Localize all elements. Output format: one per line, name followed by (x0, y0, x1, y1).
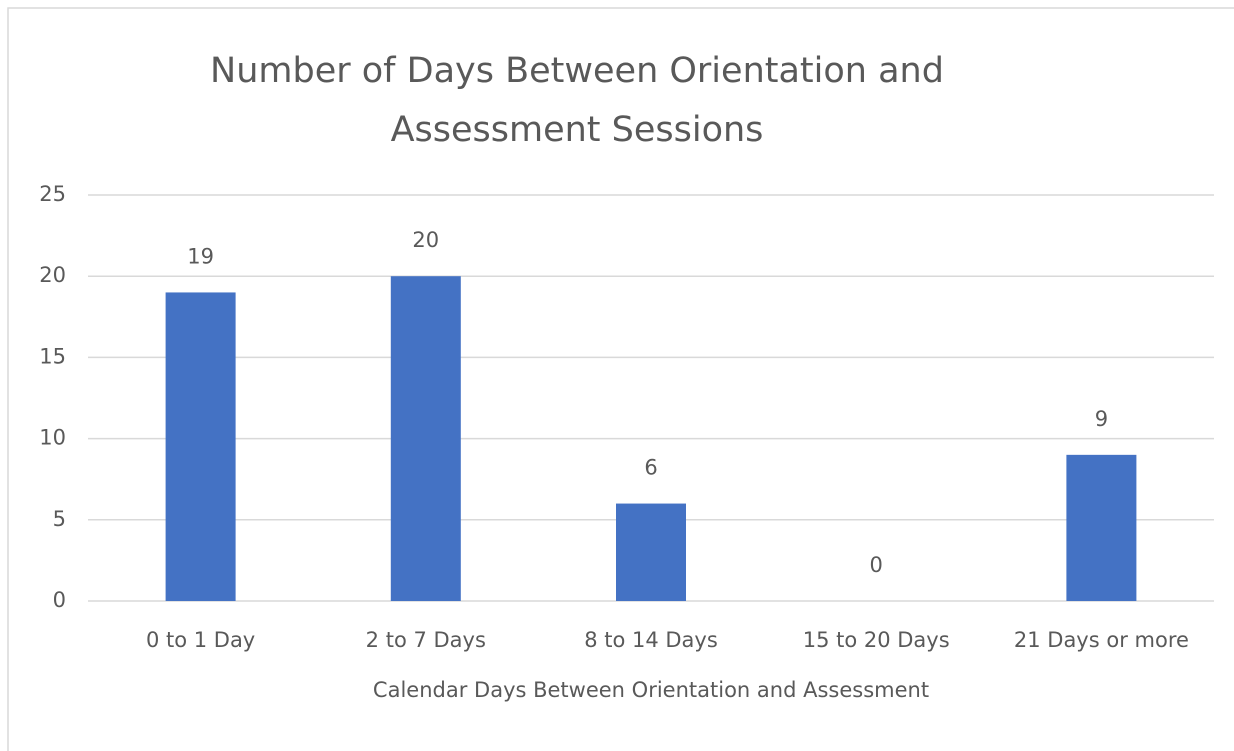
data-label: 0 (870, 553, 883, 577)
x-tick-label: 8 to 14 Days (584, 628, 718, 652)
x-axis-label: Calendar Days Between Orientation and As… (373, 678, 929, 702)
x-tick-label: 15 to 20 Days (803, 628, 950, 652)
chart-title: Assessment Sessions (391, 110, 764, 150)
y-tick-label: 15 (39, 344, 66, 368)
y-tick-label: 0 (53, 588, 66, 612)
bar (616, 503, 686, 601)
y-tick-label: 5 (53, 507, 66, 531)
data-label: 6 (644, 456, 657, 480)
x-tick-label: 21 Days or more (1014, 628, 1189, 652)
y-tick-label: 10 (39, 426, 66, 450)
y-tick-label: 25 (39, 182, 66, 206)
data-label: 9 (1095, 407, 1108, 431)
data-label: 19 (187, 244, 214, 268)
y-tick-label: 20 (39, 263, 66, 287)
bar (165, 292, 236, 601)
bar (390, 276, 461, 601)
x-tick-label: 2 to 7 Days (366, 628, 486, 652)
chart-title: Number of Days Between Orientation and (210, 51, 944, 91)
x-tick-label: 0 to 1 Day (146, 628, 255, 652)
data-label: 20 (412, 228, 439, 252)
bar (1066, 454, 1137, 601)
